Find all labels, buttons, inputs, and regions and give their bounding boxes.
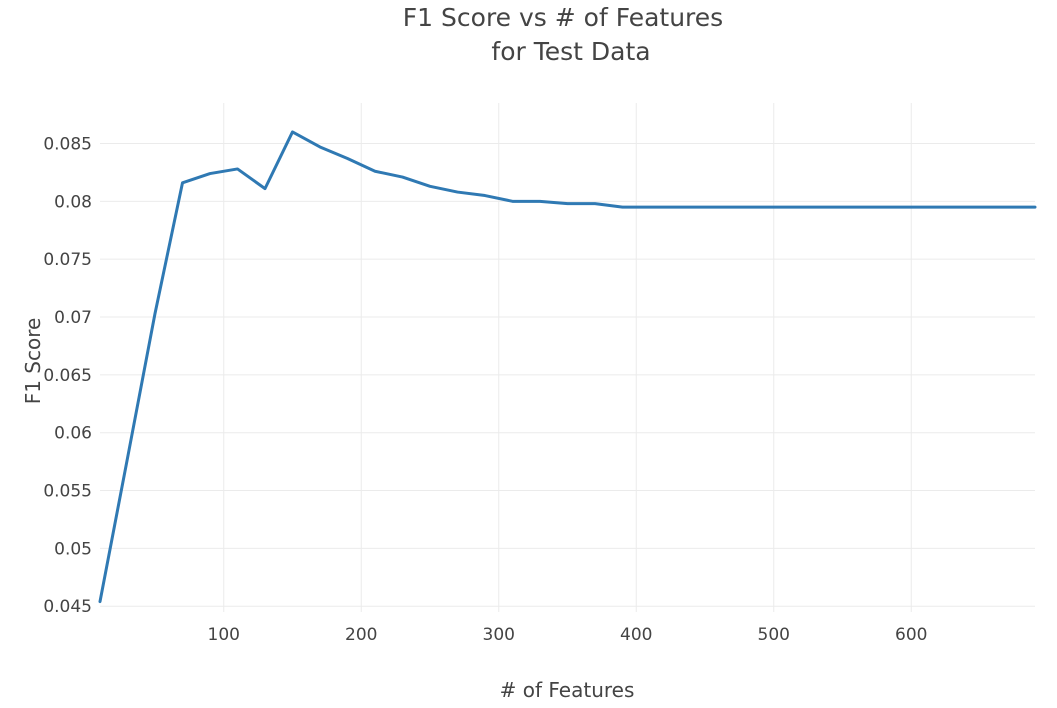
y-tick-label-7: 0.08 [54, 192, 92, 212]
x-tick-label-1: 200 [345, 625, 377, 645]
y-tick-label-1: 0.05 [54, 539, 92, 559]
chart-title: F1 Score vs # of Features [403, 3, 723, 32]
y-tick-label-8: 0.085 [43, 134, 92, 154]
series-layer [98, 130, 1037, 604]
x-tick-label-0: 100 [208, 625, 240, 645]
y-tick-label-0: 0.045 [43, 597, 92, 617]
y-tick-labels: 0.045 0.05 0.055 0.06 0.065 0.07 0.075 0.08 0.08… [43, 134, 92, 617]
x-tick-labels: 100 200 300 400 500 600 [208, 625, 928, 645]
x-tick-label-4: 500 [758, 625, 790, 645]
chart-subtitle: for Test Data [491, 37, 650, 66]
y-tick-label-4: 0.065 [43, 366, 92, 386]
y-axis-title: F1 Score [21, 318, 45, 405]
x-tick-label-3: 400 [620, 625, 652, 645]
y-tick-label-3: 0.06 [54, 424, 92, 444]
series-line-0 [98, 130, 1037, 604]
y-tick-label-2: 0.055 [43, 482, 92, 502]
y-tick-label-6: 0.075 [43, 250, 92, 270]
x-tick-label-2: 300 [483, 625, 515, 645]
x-tick-label-5: 600 [895, 625, 927, 645]
y-tick-label-5: 0.07 [54, 308, 92, 328]
gridlines [100, 103, 1035, 612]
x-axis-title: # of Features [500, 678, 635, 702]
